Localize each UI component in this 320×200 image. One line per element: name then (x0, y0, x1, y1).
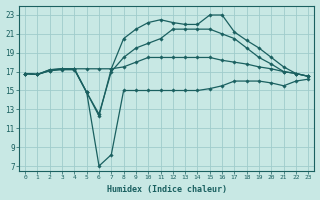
X-axis label: Humidex (Indice chaleur): Humidex (Indice chaleur) (107, 185, 227, 194)
